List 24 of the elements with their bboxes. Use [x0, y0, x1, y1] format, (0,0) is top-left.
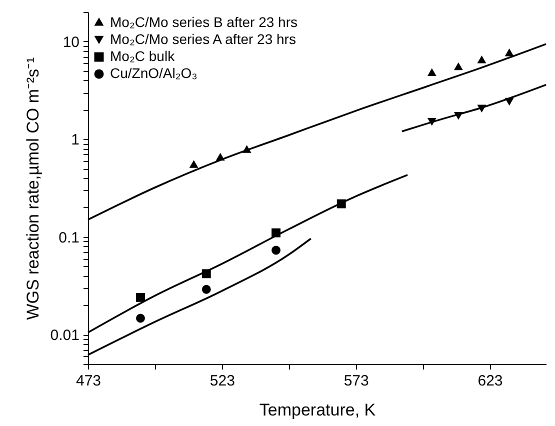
y-tick-label: 0.1	[58, 229, 80, 246]
y-axis-title: WGS reaction rate,µmol CO m⁻²s⁻¹	[23, 56, 42, 320]
point	[454, 62, 463, 70]
point	[189, 160, 198, 168]
legend-label: Mo₂C bulk	[110, 48, 176, 64]
y-tick-label: 0.01	[50, 327, 80, 344]
point	[202, 284, 211, 294]
y-tick-label: 10	[62, 34, 80, 51]
point	[504, 48, 514, 56]
x-tick-label: 473	[76, 372, 102, 390]
x-axis-title: Temperature, K	[259, 400, 376, 420]
point	[136, 292, 145, 302]
point	[477, 56, 486, 64]
x-tick-label: 573	[344, 372, 369, 390]
x-tick-label: 623	[478, 372, 503, 390]
point	[427, 68, 436, 76]
line-series	[401, 84, 547, 132]
legend-label: Cu/ZnO/Al₂O₃	[110, 65, 198, 81]
y-tick-label: 1	[71, 132, 80, 149]
point	[272, 246, 280, 255]
x-tick-label: 523	[210, 372, 235, 390]
point	[136, 314, 145, 323]
legend-label: Mo₂C/Mo series A after 23 hrs	[110, 31, 296, 47]
legend-label: Mo₂C/Mo series B after 23 hrs	[110, 14, 298, 30]
